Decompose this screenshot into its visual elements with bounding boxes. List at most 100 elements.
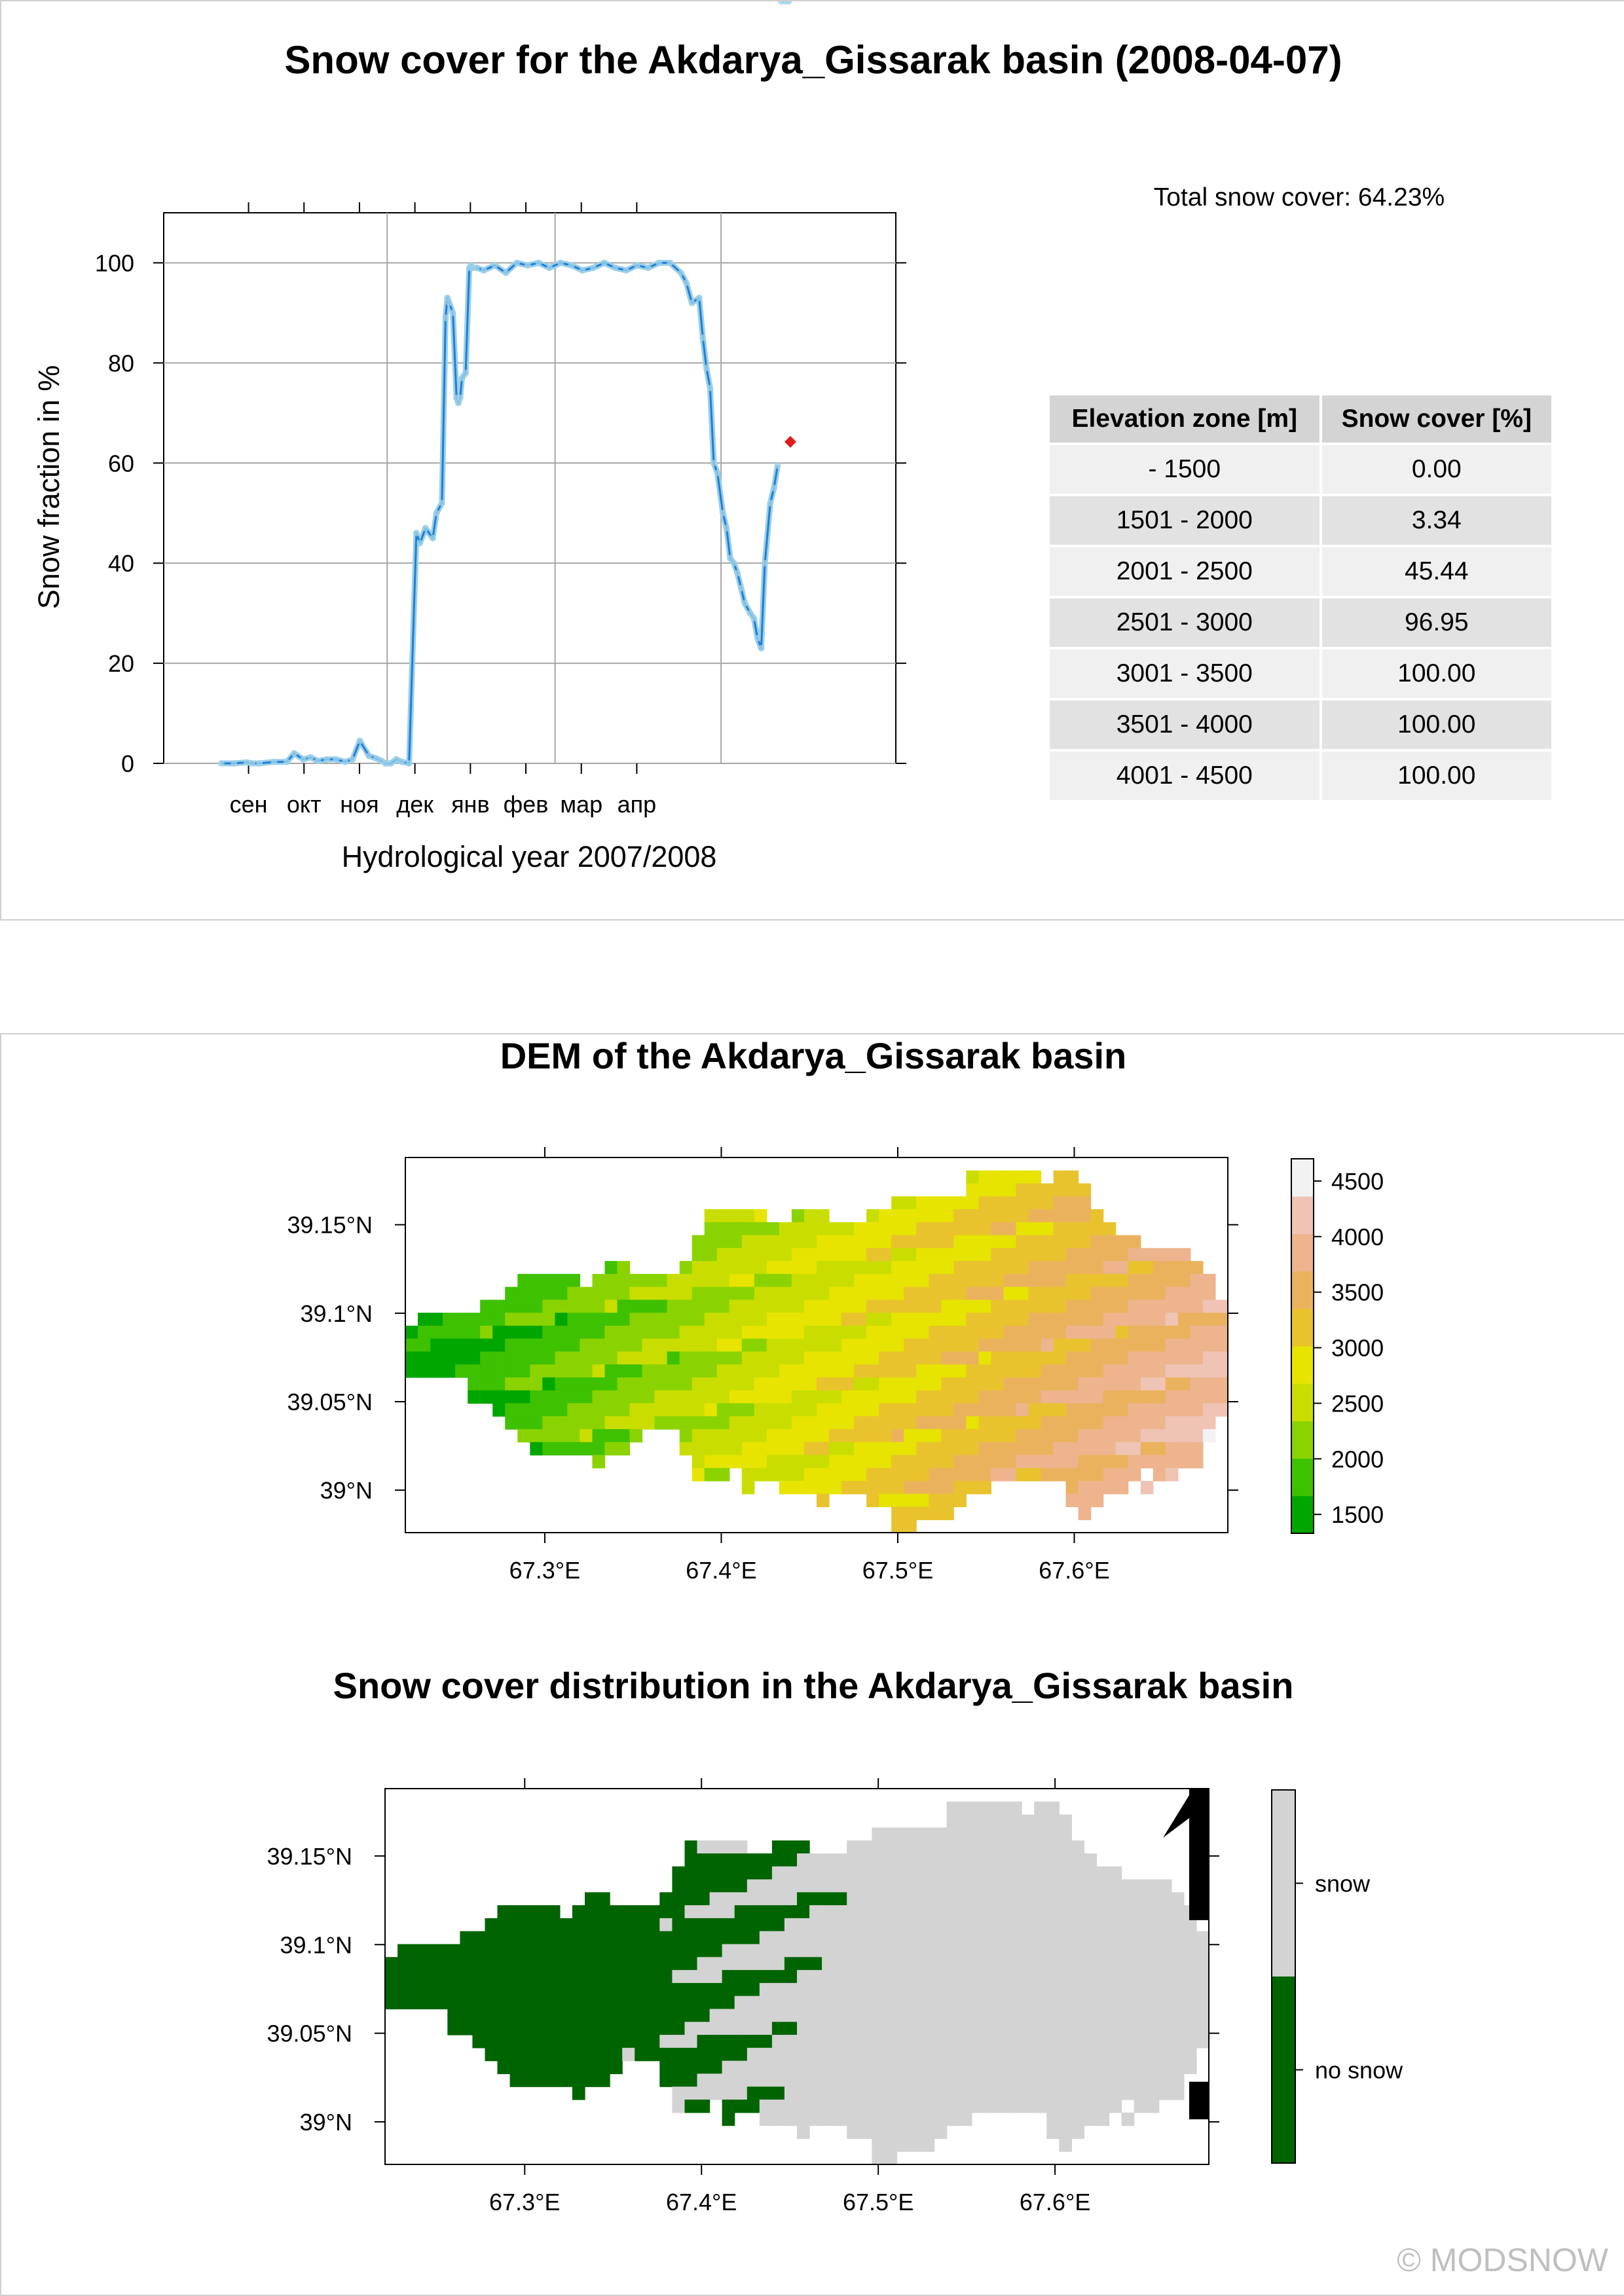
no-snow-cell bbox=[534, 2022, 548, 2035]
dem-cell bbox=[704, 1325, 718, 1339]
dem-cell bbox=[617, 1351, 631, 1365]
dem-cell bbox=[929, 1455, 942, 1468]
dem-cell bbox=[1190, 1325, 1204, 1339]
no-snow-cell bbox=[709, 1931, 723, 1945]
dem-cell bbox=[966, 1248, 979, 1262]
dem-cell bbox=[1053, 1313, 1067, 1326]
snow-cell bbox=[834, 1866, 847, 1880]
snow-cell bbox=[909, 1982, 923, 1997]
dem-cell bbox=[505, 1325, 518, 1339]
snow-data-point bbox=[727, 555, 734, 562]
dem-cell bbox=[517, 1273, 530, 1288]
snow-data-point bbox=[342, 758, 349, 765]
dem-cell bbox=[929, 1377, 942, 1391]
dem-cell bbox=[1065, 1468, 1079, 1482]
dem-cell bbox=[791, 1313, 805, 1326]
dem-cell bbox=[1128, 1325, 1141, 1339]
dem-cell bbox=[866, 1273, 879, 1288]
snow-cell bbox=[684, 2035, 698, 2049]
snow-cell bbox=[1059, 1879, 1072, 1893]
dem-colorbar-segment bbox=[1291, 1308, 1314, 1347]
snow-cell bbox=[1022, 2073, 1035, 2087]
dem-cell bbox=[829, 1455, 842, 1468]
dem-cell bbox=[916, 1506, 929, 1520]
dem-cell bbox=[941, 1481, 954, 1495]
dem-cell bbox=[891, 1351, 904, 1365]
snow-cell bbox=[809, 1970, 822, 1984]
dem-cell bbox=[1078, 1403, 1092, 1417]
snow-cell bbox=[959, 1814, 972, 1828]
dem-cell bbox=[791, 1222, 805, 1236]
dem-cell bbox=[1153, 1403, 1166, 1417]
dem-cell bbox=[879, 1235, 892, 1248]
dem-cell bbox=[654, 1416, 668, 1430]
dem-cell bbox=[1153, 1455, 1166, 1468]
no-snow-cell bbox=[397, 1970, 411, 1984]
dem-cell bbox=[916, 1493, 929, 1508]
dem-cell bbox=[1003, 1403, 1017, 1417]
dem-cell bbox=[667, 1313, 680, 1326]
dem-cell bbox=[916, 1248, 929, 1262]
snow-cell bbox=[971, 1827, 985, 1841]
dem-cell bbox=[1016, 1468, 1029, 1482]
no-snow-cell bbox=[647, 1982, 660, 1997]
snow-cell bbox=[997, 1918, 1010, 1932]
no-snow-cell bbox=[659, 1957, 673, 1971]
dem-cell bbox=[1016, 1416, 1029, 1430]
snow-cell bbox=[1022, 2009, 1035, 2022]
dem-cell bbox=[1078, 1364, 1092, 1378]
dem-cell bbox=[604, 1300, 618, 1313]
dem-cell bbox=[841, 1273, 855, 1288]
snow-cell bbox=[759, 1982, 773, 1997]
no-snow-cell bbox=[597, 1892, 610, 1906]
dem-cell bbox=[779, 1222, 792, 1236]
snow-cell bbox=[909, 1970, 923, 1984]
dem-cell bbox=[791, 1351, 805, 1365]
dem-cell bbox=[679, 1377, 693, 1391]
snow-cell bbox=[896, 2009, 910, 2022]
snow-cell bbox=[759, 1995, 773, 2010]
dem-cell bbox=[729, 1222, 743, 1236]
snow-cell bbox=[1096, 1944, 1110, 1958]
snow-cell bbox=[946, 1801, 960, 1815]
snow-cell bbox=[1009, 2086, 1022, 2100]
dem-cell bbox=[1028, 1390, 1042, 1404]
snow-cell bbox=[759, 2112, 773, 2126]
snow-cell bbox=[934, 2047, 948, 2062]
snow-cell bbox=[896, 1918, 910, 1932]
snow-data-point bbox=[579, 266, 586, 274]
snow-cell bbox=[1171, 2022, 1185, 2035]
no-snow-cell bbox=[722, 2047, 735, 2062]
snow-cell bbox=[1121, 1918, 1135, 1932]
dem-cell bbox=[978, 1351, 991, 1365]
dem-cell bbox=[841, 1235, 855, 1248]
snow-cell bbox=[1196, 2022, 1209, 2035]
no-snow-cell bbox=[610, 2035, 623, 2049]
dem-cell bbox=[866, 1286, 879, 1300]
dem-cell bbox=[729, 1390, 743, 1404]
dem-cell bbox=[1115, 1442, 1129, 1456]
dem-cell bbox=[1078, 1248, 1092, 1262]
dem-cell bbox=[1078, 1313, 1092, 1326]
dem-cell bbox=[654, 1364, 668, 1378]
no-snow-cell bbox=[747, 1970, 760, 1984]
dem-cell bbox=[941, 1222, 954, 1236]
snow-cell bbox=[847, 1840, 860, 1854]
dem-cell bbox=[617, 1390, 631, 1404]
dem-cell bbox=[1028, 1468, 1042, 1482]
snow-x-tick-label: 67.5°E bbox=[843, 2189, 913, 2215]
snow-cell bbox=[1096, 2035, 1110, 2049]
dem-cell bbox=[978, 1222, 991, 1236]
snow-data-point bbox=[446, 299, 453, 306]
snow-cell bbox=[921, 1957, 935, 1971]
no-snow-cell bbox=[684, 1995, 698, 2010]
snow-cell bbox=[1084, 2112, 1098, 2126]
snow-data-point bbox=[513, 259, 521, 266]
dem-cell bbox=[692, 1313, 705, 1326]
dem-cell bbox=[1078, 1196, 1092, 1210]
dem-cell bbox=[953, 1468, 967, 1482]
snow-cell bbox=[797, 2035, 810, 2049]
snow-cell bbox=[722, 1905, 735, 1919]
dem-cell bbox=[505, 1377, 518, 1391]
dem-cell bbox=[1140, 1403, 1154, 1417]
